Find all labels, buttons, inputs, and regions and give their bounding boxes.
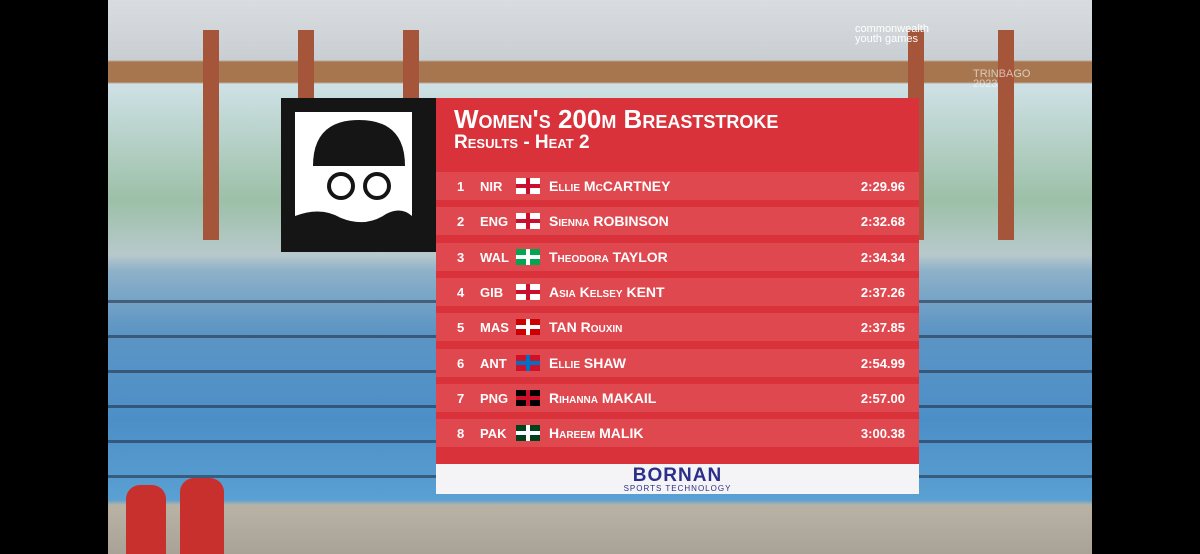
result-row: 6 ANT Ellie SHAW 2:54.99 bbox=[436, 348, 919, 377]
result-row: 3 WAL Theodora TAYLOR 2:34.34 bbox=[436, 242, 919, 271]
athlete-name: Rihanna MAKAIL bbox=[549, 390, 656, 406]
country-code: GIB bbox=[480, 284, 504, 300]
flag bbox=[516, 425, 540, 442]
athlete-name: Hareem MALIK bbox=[549, 425, 643, 441]
time: 2:57.00 bbox=[860, 390, 905, 406]
cap bbox=[313, 120, 405, 166]
first-name: Theodora bbox=[549, 248, 609, 265]
athlete-name: Ellie SHAW bbox=[549, 355, 626, 371]
last-name: Rouxin bbox=[580, 319, 623, 336]
rank: 6 bbox=[457, 355, 465, 371]
result-row: 2 ENG Sienna ROBINSON 2:32.68 bbox=[436, 207, 919, 236]
sponsor-name: BORNAN bbox=[632, 465, 723, 486]
country-code: NIR bbox=[480, 179, 503, 194]
time: 2:37.85 bbox=[860, 320, 905, 336]
rank: 4 bbox=[457, 284, 465, 300]
rank: 2 bbox=[457, 214, 465, 230]
flag bbox=[516, 213, 540, 230]
result-row: 5 MAS TAN Rouxin 2:37.85 bbox=[436, 313, 919, 342]
first-name: Ellie bbox=[549, 354, 581, 371]
time: 2:34.34 bbox=[860, 249, 905, 265]
flag-band bbox=[516, 184, 540, 188]
first-name: Sienna bbox=[549, 213, 590, 230]
country-code: ANT bbox=[480, 355, 507, 371]
person bbox=[126, 485, 166, 554]
logo-text: commonwealth bbox=[855, 23, 929, 35]
athlete-name: TAN Rouxin bbox=[549, 319, 622, 335]
last-name: KENT bbox=[626, 283, 665, 300]
time: 2:32.68 bbox=[860, 214, 905, 230]
subtitle: Results - Heat 2 bbox=[454, 132, 590, 153]
athlete-name: Asia Kelsey KENT bbox=[549, 284, 665, 300]
flag-band bbox=[516, 360, 540, 365]
time: 3:00.38 bbox=[860, 426, 905, 442]
first-name: Ellie bbox=[549, 178, 581, 194]
flag bbox=[516, 354, 540, 371]
goggle bbox=[363, 172, 391, 200]
flag bbox=[516, 283, 540, 300]
flag-band bbox=[516, 395, 540, 400]
person bbox=[180, 478, 224, 554]
country-code: WAL bbox=[480, 249, 509, 265]
flag bbox=[516, 248, 540, 265]
logo-text: youth games bbox=[855, 33, 918, 45]
water bbox=[295, 210, 412, 237]
first-name: Hareem bbox=[549, 425, 596, 442]
sponsor-bar: BORNAN SPORTS TECHNOLOGY bbox=[436, 464, 919, 494]
pillar bbox=[998, 30, 1014, 240]
swimmer-icon bbox=[295, 112, 412, 237]
flag bbox=[516, 319, 540, 336]
goggle bbox=[327, 172, 355, 200]
time: 2:37.26 bbox=[860, 284, 905, 300]
athlete-name: Ellie McCARTNEY bbox=[549, 178, 670, 194]
result-row: 4 GIB Asia Kelsey KENT 2:37.26 bbox=[436, 277, 919, 306]
first-name: Rihanna bbox=[549, 389, 598, 406]
logo-text: TRINBAGO 2023 bbox=[973, 68, 1031, 90]
flag-band bbox=[516, 219, 540, 224]
flag bbox=[516, 389, 540, 406]
first-name: TAN bbox=[549, 319, 577, 336]
result-row: 7 PNG Rihanna MAKAIL 2:57.00 bbox=[436, 383, 919, 412]
time: 2:54.99 bbox=[860, 355, 905, 371]
country-code: MAS bbox=[480, 320, 509, 336]
results-panel: Women's 200m Breaststroke Results - Heat… bbox=[436, 98, 919, 464]
flag-band bbox=[516, 325, 540, 330]
last-name: SHAW bbox=[583, 354, 626, 371]
flag-band bbox=[516, 254, 540, 259]
rank: 3 bbox=[457, 249, 465, 265]
sponsor-tagline: SPORTS TECHNOLOGY bbox=[623, 484, 732, 493]
pillar bbox=[203, 30, 219, 240]
last-name: TAYLOR bbox=[612, 248, 668, 265]
title: Women's 200m Breaststroke bbox=[454, 104, 779, 134]
country-code: PNG bbox=[480, 390, 509, 406]
flag-band bbox=[516, 431, 540, 436]
flag bbox=[516, 178, 540, 194]
last-name: ROBINSON bbox=[593, 213, 669, 230]
last-name: MALIK bbox=[599, 425, 644, 442]
rank: 1 bbox=[457, 179, 465, 194]
last-name: McCARTNEY bbox=[583, 178, 671, 194]
event-logo: commonwealth youth games TRINBAGO 2023 bbox=[855, 23, 1030, 90]
result-row: 1 NIR Ellie McCARTNEY 2:29.96 bbox=[436, 172, 919, 200]
country-code: ENG bbox=[480, 214, 509, 230]
event-icon bbox=[281, 98, 436, 252]
flag-band bbox=[516, 289, 540, 294]
first-name: Asia Kelsey bbox=[549, 283, 623, 300]
last-name: MAKAIL bbox=[601, 389, 657, 406]
athlete-name: Theodora TAYLOR bbox=[549, 249, 668, 265]
athlete-name: Sienna ROBINSON bbox=[549, 213, 669, 229]
rank: 5 bbox=[457, 320, 465, 336]
result-row: 8 PAK Hareem MALIK 3:00.38 bbox=[436, 419, 919, 448]
time: 2:29.96 bbox=[860, 179, 905, 194]
country-code: PAK bbox=[480, 426, 507, 442]
rank: 8 bbox=[457, 426, 465, 442]
rank: 7 bbox=[457, 390, 465, 406]
